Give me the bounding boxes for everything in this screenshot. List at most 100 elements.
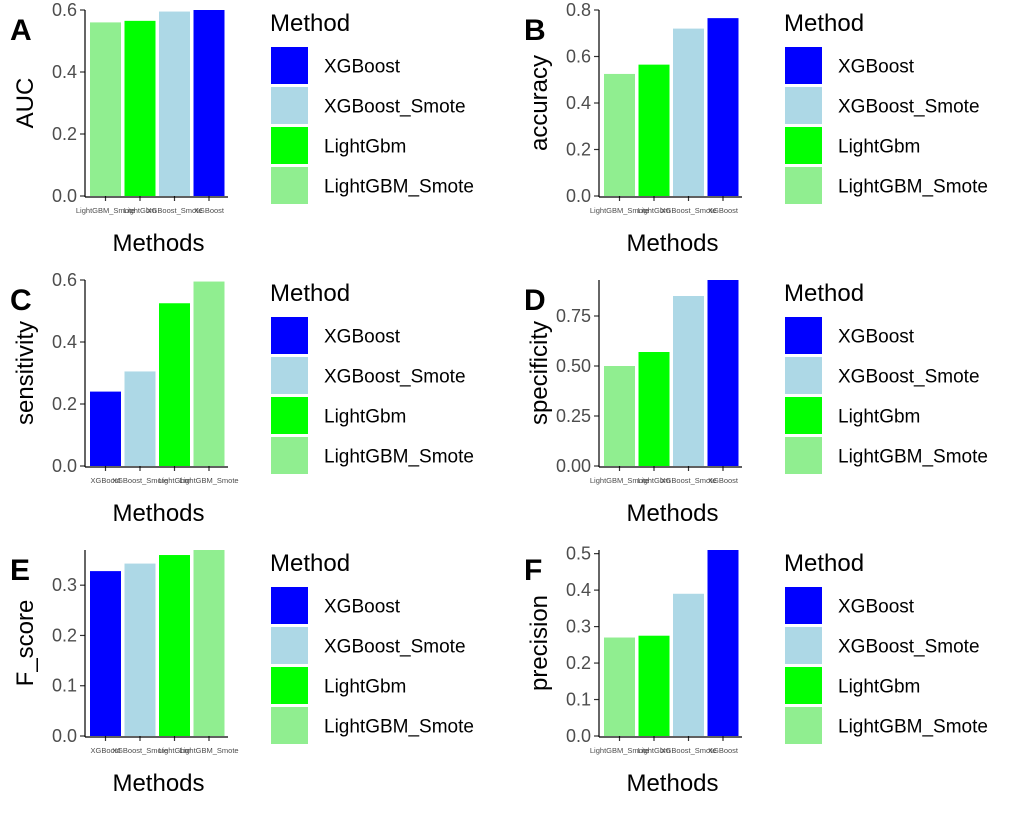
legend-key	[785, 397, 822, 434]
legend-key	[271, 87, 308, 124]
x-tick-label: LightGBM_Smote	[76, 206, 135, 215]
legend-title: Method	[270, 10, 350, 37]
bar	[193, 281, 225, 466]
x-tick-label: XGBoost_Smote	[661, 746, 717, 755]
legend-key	[785, 167, 822, 204]
y-tick-label: 0.5	[566, 544, 591, 564]
legend-label: LightGbm	[324, 407, 406, 428]
x-tick-label: XGBoost	[708, 746, 739, 755]
y-tick-label: 0.0	[52, 456, 77, 476]
x-tick-label: XGBoost_Smote	[112, 476, 168, 485]
x-tick-label: LightGbm	[638, 206, 671, 215]
y-tick-label: 0.0	[566, 726, 591, 746]
legend-key	[271, 437, 308, 474]
y-axis-label: F_score	[12, 600, 39, 687]
y-tick-label: 0.4	[566, 93, 591, 113]
y-tick-label: 0.00	[556, 456, 591, 476]
legend: Method XGBoost XGBoost_Smote LightGbm LightG…	[784, 10, 988, 204]
x-tick-label: XGBoost_Smote	[112, 746, 168, 755]
legend-label: LightGbm	[838, 677, 920, 698]
legend-label: XGBoost_Smote	[324, 637, 466, 658]
legend-key	[785, 127, 822, 164]
y-tick-label: 0.2	[52, 625, 77, 645]
y-axis-label: AUC	[12, 78, 39, 129]
legend-key	[785, 47, 822, 84]
y-tick-label: 0.1	[566, 690, 591, 710]
x-axis-label: Methods	[112, 500, 204, 527]
legend-label: LightGBM_Smote	[324, 717, 474, 738]
y-tick-label: 0.4	[52, 332, 77, 352]
bar	[90, 571, 121, 736]
x-tick-label: LightGbm	[124, 206, 157, 215]
legend-title: Method	[784, 280, 864, 307]
legend-key	[785, 627, 822, 664]
legend-label: XGBoost_Smote	[838, 637, 980, 658]
x-tick-label: XGBoost	[708, 206, 739, 215]
legend-key	[785, 437, 822, 474]
y-tick-label: 0.3	[52, 575, 77, 595]
x-tick-label: LightGbm	[158, 476, 191, 485]
legend-label: XGBoost_Smote	[324, 97, 466, 118]
x-tick-label: XGBoost	[194, 206, 225, 215]
y-tick-label: 0.1	[52, 676, 77, 696]
legend-label: LightGBM_Smote	[838, 447, 988, 468]
legend-label: LightGBM_Smote	[838, 177, 988, 198]
y-axis-label: specificity	[526, 321, 553, 425]
bar	[159, 303, 190, 466]
legend-key	[271, 667, 308, 704]
legend-label: LightGbm	[324, 137, 406, 158]
bar	[604, 366, 635, 466]
y-tick-label: 0.3	[566, 617, 591, 637]
legend-label: LightGBM_Smote	[838, 717, 988, 738]
legend-label: LightGbm	[324, 677, 406, 698]
legend-key	[271, 627, 308, 664]
y-tick-label: 0.2	[52, 394, 77, 414]
y-tick-label: 0.8	[566, 0, 591, 20]
bar	[638, 635, 670, 736]
bar	[604, 637, 635, 736]
bar	[193, 550, 225, 736]
x-tick-label: XGBoost	[708, 476, 739, 485]
x-tick-label: XGBoost_Smote	[147, 206, 203, 215]
legend-label: LightGbm	[838, 137, 920, 158]
bar	[707, 280, 739, 466]
y-tick-label: 0.6	[52, 0, 77, 20]
x-tick-label: LightGBM_Smote	[590, 206, 649, 215]
legend-label: XGBoost	[324, 597, 401, 618]
bar	[638, 352, 670, 466]
panel-A: AAUC0.00.20.40.6LightGBM_SmoteLightGbmXG…	[10, 0, 474, 257]
legend-label: LightGBM_Smote	[324, 447, 474, 468]
y-tick-label: 0.0	[566, 186, 591, 206]
bar	[673, 28, 704, 196]
panel-C: Csensitivity0.00.20.40.6XGBoostXGBoost_S…	[10, 270, 474, 527]
legend-key	[271, 167, 308, 204]
legend-key	[785, 587, 822, 624]
x-axis-label: Methods	[626, 770, 718, 797]
y-tick-label: 0.2	[52, 124, 77, 144]
bar	[604, 73, 635, 196]
x-tick-label: LightGBM_Smote	[179, 476, 238, 485]
legend: Method XGBoost XGBoost_Smote LightGbm LightG…	[784, 280, 988, 474]
bar	[159, 555, 190, 736]
y-tick-label: 0.75	[556, 306, 591, 326]
x-axis-label: Methods	[112, 770, 204, 797]
panel-tag: A	[10, 14, 32, 47]
x-tick-label: XGBoost	[90, 476, 121, 485]
legend: Method XGBoost XGBoost_Smote LightGbm LightG…	[784, 550, 988, 744]
panel-tag: F	[524, 554, 542, 587]
y-tick-label: 0.2	[566, 653, 591, 673]
y-axis-label: sensitivity	[12, 321, 39, 425]
x-tick-label: XGBoost_Smote	[661, 476, 717, 485]
bar	[707, 18, 739, 197]
bar	[90, 391, 121, 466]
panel-tag: B	[524, 14, 546, 47]
legend-label: XGBoost	[324, 327, 401, 348]
legend-title: Method	[270, 550, 350, 577]
x-tick-label: LightGbm	[638, 476, 671, 485]
panel-tag: E	[10, 554, 30, 587]
panel-B: Baccuracy0.00.20.40.60.8LightGBM_SmoteLi…	[524, 0, 988, 257]
y-tick-label: 0.0	[52, 186, 77, 206]
